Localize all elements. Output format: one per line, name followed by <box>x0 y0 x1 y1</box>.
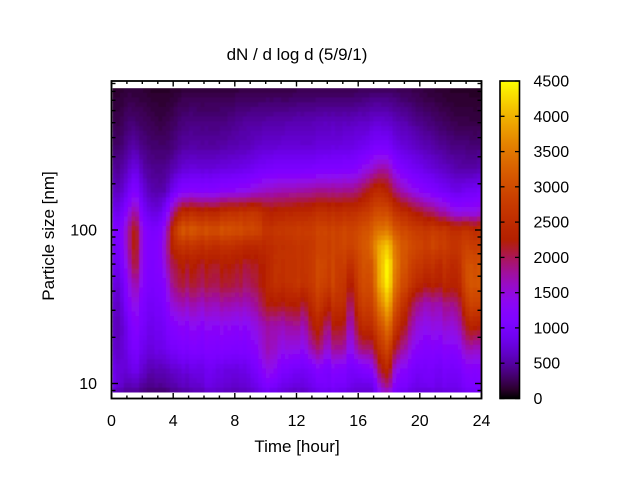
svg-text:1000: 1000 <box>534 320 570 337</box>
svg-text:3500: 3500 <box>534 144 570 161</box>
svg-text:100: 100 <box>70 223 97 240</box>
svg-text:Particle size [nm]: Particle size [nm] <box>39 171 58 300</box>
svg-text:24: 24 <box>473 413 491 430</box>
svg-text:dN / d log d (5/9/1): dN / d log d (5/9/1) <box>227 45 368 64</box>
svg-text:16: 16 <box>349 413 367 430</box>
svg-text:4500: 4500 <box>534 74 570 91</box>
svg-text:4000: 4000 <box>534 109 570 126</box>
svg-text:0: 0 <box>534 391 543 408</box>
svg-text:2500: 2500 <box>534 215 570 232</box>
svg-text:3000: 3000 <box>534 179 570 196</box>
svg-text:12: 12 <box>288 413 306 430</box>
svg-text:500: 500 <box>534 356 561 373</box>
svg-text:0: 0 <box>107 413 116 430</box>
svg-text:20: 20 <box>411 413 429 430</box>
svg-text:8: 8 <box>230 413 239 430</box>
svg-text:10: 10 <box>79 376 97 393</box>
svg-text:1500: 1500 <box>534 285 570 302</box>
svg-text:2000: 2000 <box>534 250 570 267</box>
svg-text:Time [hour]: Time [hour] <box>254 437 339 456</box>
svg-text:4: 4 <box>169 413 178 430</box>
